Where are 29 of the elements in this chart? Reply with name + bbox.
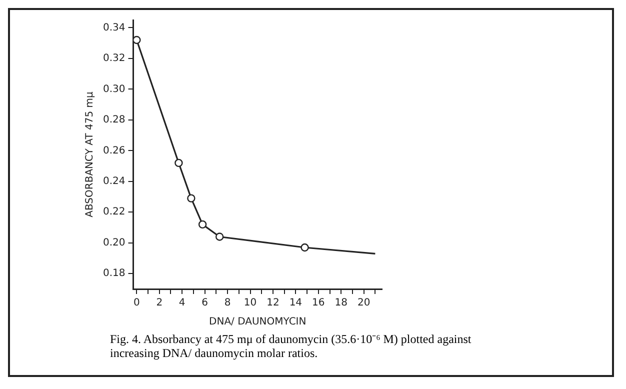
x-tick-label: 12	[266, 298, 280, 309]
x-tick-label: 4	[178, 298, 186, 309]
x-tick-label: 8	[224, 298, 231, 309]
x-tick-label: 0	[133, 298, 140, 309]
x-tick-label: 10	[244, 298, 257, 309]
point	[133, 36, 141, 44]
y-tick-label: 0.20	[103, 237, 126, 248]
x-tick-label: 2	[156, 298, 163, 309]
y-tick-label: 0.32	[103, 53, 126, 64]
y-tick-label: 0.30	[103, 84, 126, 95]
x-tick-label: 14	[289, 298, 302, 309]
caption: Fig. 4. Absorbancy at 475 mμ of daunomycin (35.6·10⁻⁶ M) plotted against increasing DNA/ daunomycin molar ratios.	[110, 332, 472, 360]
point	[300, 243, 309, 252]
y-axis-title: ABSORBANCY AT 475 mμ	[84, 91, 96, 218]
x-axis-title: DNA/ DAUNOMYCIN	[209, 316, 306, 328]
point	[174, 158, 183, 168]
x-tick-label: 16	[312, 298, 325, 309]
x-tick-label: 18	[334, 298, 348, 309]
point	[215, 232, 224, 241]
y-tick-label: 0.24	[103, 176, 126, 187]
point	[198, 220, 207, 229]
x-tick-label: 6	[202, 298, 208, 309]
y-tick-label: 0.22	[103, 206, 126, 218]
x-tick-label: 20	[357, 298, 370, 309]
y-tick-label: 0.26	[103, 145, 126, 156]
y-tick-label: 0.18	[103, 268, 126, 280]
y-tick-label: 0.28	[103, 114, 126, 126]
point	[187, 194, 196, 202]
y-tick-label: 0.34	[103, 22, 126, 34]
